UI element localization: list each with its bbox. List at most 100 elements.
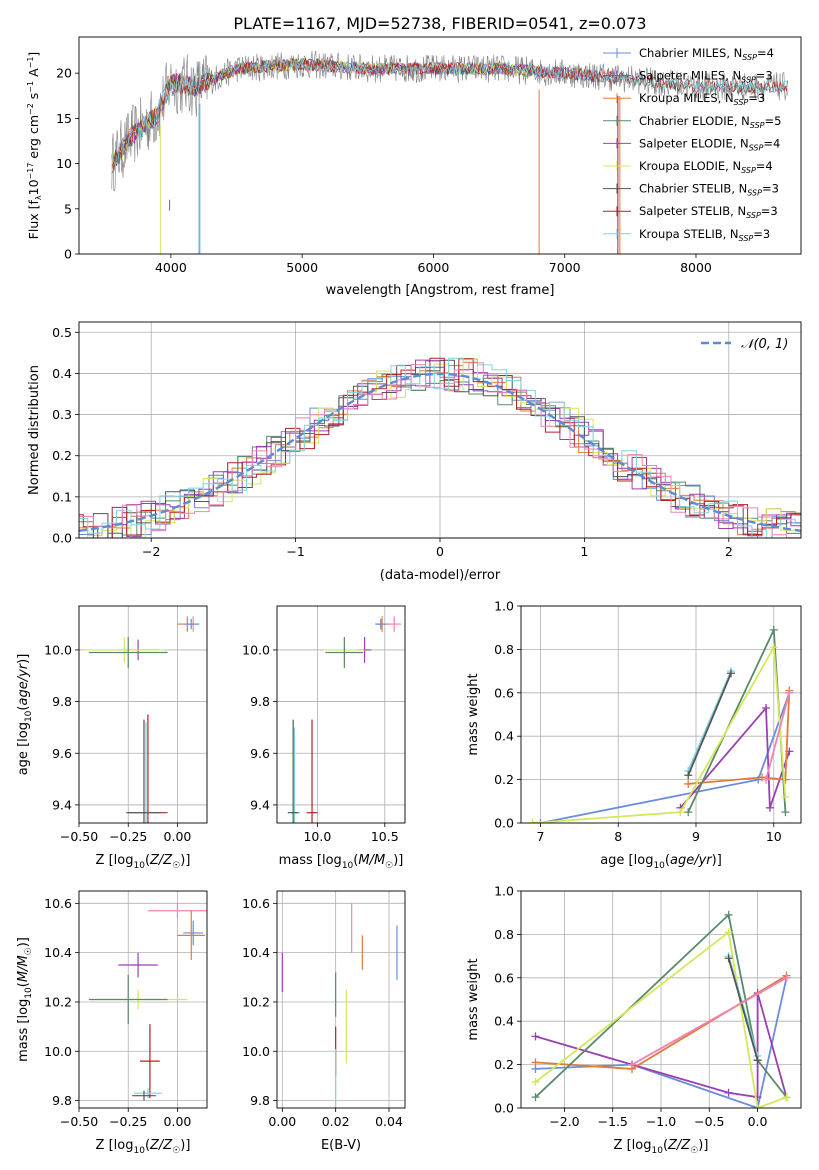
- y-tick-label: 10.0: [242, 642, 270, 657]
- plot-area-mass_vs_Z: [88, 903, 207, 1101]
- y-tick-label: 10.4: [44, 945, 72, 960]
- error-bar-point: [177, 910, 206, 961]
- y-tick-label: 0.2: [494, 772, 514, 787]
- legend-suffix: =4: [757, 46, 774, 60]
- error-bar-point: [118, 952, 158, 978]
- x-tick-label: 9: [692, 829, 700, 844]
- y-label-part: 10: [26, 179, 41, 195]
- y-tick-label: 20: [56, 66, 72, 81]
- weight-marker: [727, 669, 735, 678]
- y-tick-label: 0.1: [52, 489, 72, 504]
- label-part: (: [353, 853, 358, 868]
- axes-frame: [276, 605, 406, 824]
- y-tick-label: 0.4: [494, 1014, 514, 1029]
- weight-marker: [684, 771, 693, 780]
- y-tick-label: 10: [56, 156, 72, 171]
- label-part: )]: [712, 853, 722, 868]
- weight-marker: [536, 819, 545, 823]
- label-part: mass [log: [16, 999, 31, 1062]
- weight-marker: [724, 1088, 733, 1097]
- panel-spectrum: 4000 5000 6000 7000 8000 0 5 10 15 20 Chabrier MIL…: [26, 36, 802, 298]
- gaussian-curve: [79, 372, 801, 532]
- y-tick-label: 9.8: [52, 694, 72, 709]
- y-axis-label: mass weight: [466, 673, 481, 755]
- legend-name: Kroupa MILES, N: [639, 91, 734, 105]
- weight-marker: [628, 1060, 637, 1069]
- weight-series: [528, 643, 790, 823]
- error-bar-point: [134, 1088, 162, 1099]
- weight-marker: [769, 643, 778, 652]
- weight-marker: [724, 954, 733, 963]
- weight-series: [724, 954, 762, 1065]
- y-tick-label: 10.4: [242, 945, 270, 960]
- x-tick-label: 1: [580, 544, 588, 559]
- y-tick-label: 10.6: [44, 896, 72, 911]
- label-part: mass [log: [279, 853, 342, 868]
- x-tick-label: 0.00: [164, 829, 192, 844]
- legend-sub: SSP: [734, 98, 749, 107]
- label-part: M/M: [16, 955, 31, 982]
- legend-sub: SSP: [749, 143, 764, 152]
- y-tick-label: 9.8: [52, 1093, 72, 1108]
- label-part: Z/Z: [149, 1138, 173, 1153]
- x-tick-label: 7000: [549, 260, 581, 275]
- plot-area-mass_weight_vs_Z: [531, 910, 791, 1108]
- legend-entry: Salpeter STELIB, NSSP=3: [603, 204, 778, 220]
- legend-sub: SSP: [741, 76, 756, 85]
- x-tick-label: −0.25: [109, 829, 147, 844]
- x-axis-label: (data-model)/error: [380, 568, 501, 583]
- y-tick-label: 10.6: [242, 896, 270, 911]
- legend-name: Chabrier ELODIE, N: [639, 114, 750, 128]
- legend-entry: Salpeter MILES, NSSP=3: [603, 69, 773, 85]
- weight-marker: [769, 625, 778, 634]
- y-tick-label: 0.4: [494, 729, 514, 744]
- weight-series: [762, 688, 794, 784]
- legend-label: Kroupa STELIB, NSSP=3: [639, 227, 770, 243]
- y-tick-label: 5: [64, 201, 72, 216]
- legend-suffix: =4: [756, 159, 773, 173]
- x-tick-label: 7: [536, 829, 544, 844]
- legend-label: Kroupa MILES, NSSP=3: [639, 91, 765, 107]
- error-bar-point: [147, 903, 207, 919]
- label-part: (: [16, 706, 31, 711]
- legend-entry: 𝒩(0, 1): [701, 337, 788, 352]
- residual-histogram: [79, 357, 801, 538]
- legend-label: Kroupa ELODIE, NSSP=4: [639, 159, 773, 175]
- legend-label: Chabrier STELIB, NSSP=3: [639, 182, 779, 198]
- y-axis-label: mass [log10(M/M☉)]: [16, 937, 34, 1062]
- label-part: age/yr: [16, 662, 31, 705]
- weight-marker: [753, 1056, 762, 1065]
- x-tick-label: −1.5: [598, 1114, 628, 1129]
- legend-entry: Kroupa ELODIE, NSSP=4: [603, 159, 773, 175]
- model-spectrum: [111, 58, 788, 167]
- axes-frame: [78, 890, 208, 1109]
- y-tick-label: 10.2: [242, 994, 270, 1009]
- plot-area-spectrum: [111, 50, 789, 254]
- y-label-part: −1: [26, 57, 35, 69]
- x-tick-label: −0.50: [60, 829, 98, 844]
- y-label-part: ]: [26, 52, 41, 57]
- x-tick-label: −2: [142, 544, 160, 559]
- x-tick-label: 10: [766, 829, 782, 844]
- weight-marker: [531, 1032, 540, 1041]
- x-tick-label: −1.0: [646, 1114, 676, 1129]
- label-part: )]: [180, 1138, 190, 1153]
- legend-sub: SSP: [747, 189, 762, 198]
- weight-line: [532, 644, 787, 823]
- label-part: )]: [393, 853, 403, 868]
- weight-marker: [782, 973, 791, 982]
- y-label-part: Flux [f: [26, 199, 41, 239]
- axes-frame: [78, 605, 208, 824]
- label-part: Z [log: [96, 1138, 134, 1153]
- label-part: )]: [180, 853, 190, 868]
- x-tick-label: −0.50: [60, 1114, 98, 1129]
- label-part: 10: [24, 987, 34, 999]
- residual-histogram: [79, 362, 801, 538]
- x-tick-label: −0.25: [109, 1114, 147, 1129]
- y-label-part: erg cm: [26, 115, 41, 163]
- weight-marker: [531, 1093, 540, 1102]
- label-part: 10: [133, 1146, 145, 1156]
- y-tick-label: 0.5: [52, 325, 72, 340]
- x-tick-label: 4000: [155, 260, 187, 275]
